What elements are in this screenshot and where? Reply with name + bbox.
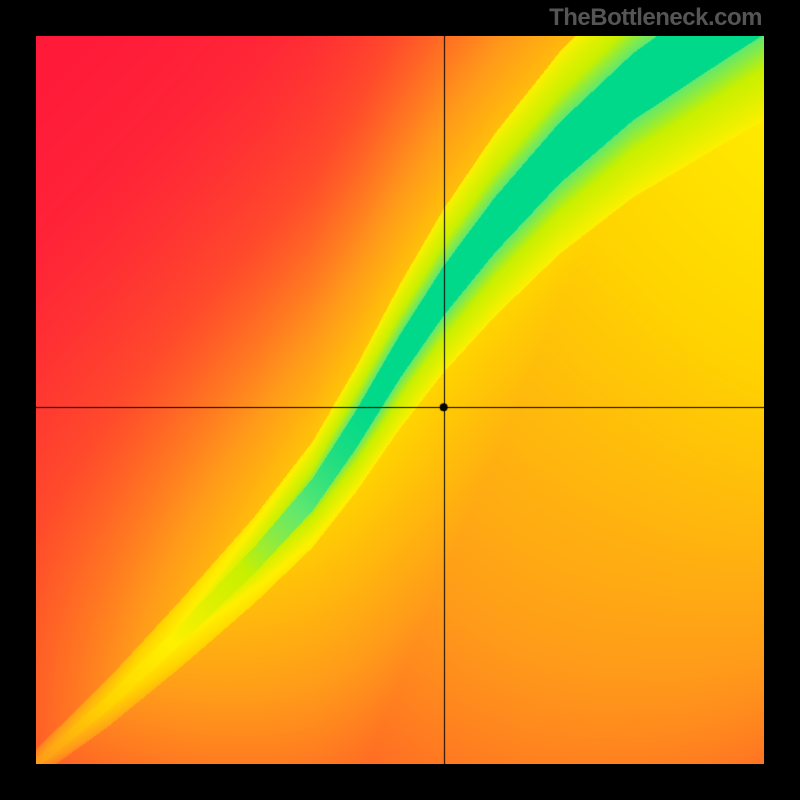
chart-outer-frame: TheBottleneck.com	[0, 0, 800, 800]
heatmap-canvas	[36, 36, 764, 764]
heatmap-plot-area	[36, 36, 764, 764]
watermark-text: TheBottleneck.com	[549, 6, 762, 30]
